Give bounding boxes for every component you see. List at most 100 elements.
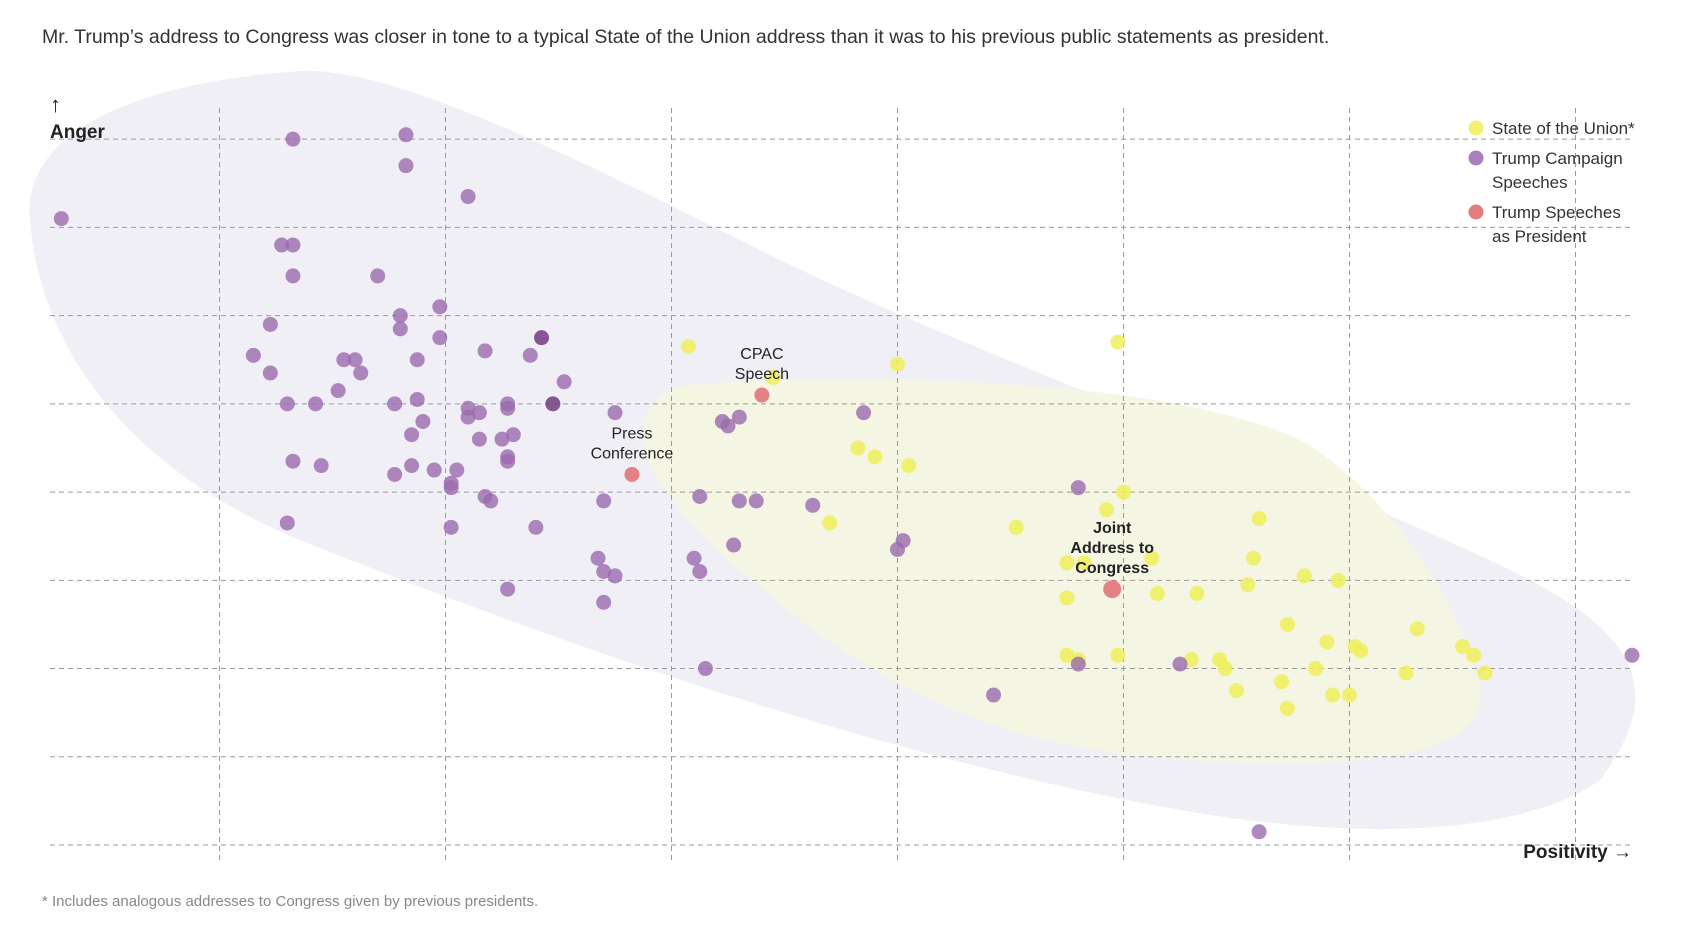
campaign-point (398, 158, 414, 174)
sotu-point (1183, 652, 1199, 668)
campaign-point (500, 400, 516, 416)
cluster-hulls (29, 70, 1636, 830)
sotu-point (1110, 647, 1126, 663)
campaign-point (279, 396, 295, 412)
campaign-point (697, 661, 713, 677)
campaign-point (692, 488, 708, 504)
sotu-point (1144, 550, 1160, 566)
campaign-point (460, 189, 476, 205)
campaign-point (590, 550, 606, 566)
sotu-point (1296, 568, 1312, 584)
sotu-point (1217, 661, 1233, 677)
campaign-point (500, 453, 516, 469)
campaign-legend-swatch (1468, 150, 1484, 166)
campaign-point (1172, 656, 1188, 672)
sotu-point (1076, 555, 1092, 571)
campaign-point (556, 374, 572, 390)
campaign-point (387, 466, 403, 482)
sotu-point (901, 458, 917, 474)
campaign-point (471, 405, 487, 421)
campaign-point (245, 347, 261, 363)
legend-label: Trump Campaign (1492, 149, 1623, 168)
campaign-point (336, 352, 352, 368)
grid-lines (50, 108, 1632, 860)
point-label: Speech (735, 366, 789, 383)
y-axis-arrow: ↑ (50, 92, 61, 117)
campaign-point (370, 268, 386, 284)
campaign-point (398, 127, 414, 143)
sotu-point (1149, 586, 1165, 602)
campaign-point (262, 316, 278, 332)
president-point (754, 387, 770, 403)
scatter-chart: CPAC Speech Press Conference Joint Address to… (29, 70, 1640, 863)
campaign-point (353, 365, 369, 381)
footnote: * Includes analogous addresses to Congre… (42, 893, 539, 910)
sotu-point (1466, 647, 1482, 663)
sotu-point (1116, 484, 1131, 500)
campaign-point (274, 237, 290, 253)
sotu-point (1240, 577, 1256, 593)
point-label: Press (611, 425, 652, 442)
campaign-point (443, 519, 459, 535)
sotu-point (1099, 502, 1115, 518)
campaign-point (432, 299, 448, 315)
legend-label: Trump Speeches (1492, 203, 1621, 222)
sotu-point (1455, 638, 1470, 654)
campaign-point (986, 687, 1002, 703)
campaign-point (409, 352, 425, 368)
campaign-point (607, 405, 623, 421)
sotu-point (1330, 572, 1346, 588)
campaign-point (262, 365, 278, 381)
sotu-point (822, 515, 838, 531)
campaign-point (432, 330, 448, 346)
campaign-point (483, 493, 499, 509)
campaign-point (1070, 480, 1086, 496)
sotu-point (1325, 687, 1341, 703)
campaign-point (686, 550, 702, 566)
president-legend-swatch (1468, 204, 1484, 220)
sotu-point (1251, 511, 1267, 527)
sotu-point (1245, 550, 1261, 566)
campaign_dark-point (534, 330, 550, 346)
campaign-point (285, 131, 301, 147)
data-points (53, 127, 1640, 840)
campaign-point (471, 431, 487, 447)
president-point (624, 466, 640, 482)
sotu-point (1409, 621, 1425, 637)
campaign-point (409, 391, 425, 407)
campaign-point (285, 453, 301, 469)
campaign-point (1251, 824, 1267, 840)
campaign-point (714, 414, 730, 430)
sotu-point (1342, 687, 1357, 703)
y-axis-label: Anger (50, 122, 106, 143)
campaign-point (392, 308, 408, 324)
legend-label: as President (1492, 227, 1587, 246)
point-label: Conference (591, 445, 674, 462)
campaign-point (805, 497, 821, 513)
chart-headline: Mr. Trump’s address to Congress was clos… (42, 26, 1330, 48)
campaign-point (500, 581, 516, 597)
legend: State of the Union* Trump Campaign Speeche… (1468, 119, 1635, 246)
sotu-legend-swatch (1468, 120, 1484, 136)
campaign_dark-point (545, 396, 561, 412)
campaign-point (285, 237, 301, 253)
campaign-point (415, 414, 431, 430)
campaign-point (347, 352, 363, 368)
campaign-point (279, 515, 295, 531)
campaign-point (596, 594, 612, 610)
campaign-point (449, 462, 465, 478)
legend-label: State of the Union* (1492, 119, 1635, 138)
sotu-point (1059, 590, 1075, 606)
point-label: CPAC (740, 346, 783, 363)
campaign-point (856, 405, 872, 421)
campaign-point (596, 563, 612, 579)
sotu-point (1308, 661, 1324, 677)
point-label: Congress (1075, 560, 1149, 577)
sotu-point (1229, 683, 1244, 699)
campaign-point (748, 493, 764, 509)
campaign-point (404, 458, 420, 474)
campaign-point (313, 458, 329, 474)
point-labels: CPAC Speech Press Conference Joint Address to… (591, 346, 1155, 577)
campaign-point (494, 431, 510, 447)
campaign-point (387, 396, 403, 412)
